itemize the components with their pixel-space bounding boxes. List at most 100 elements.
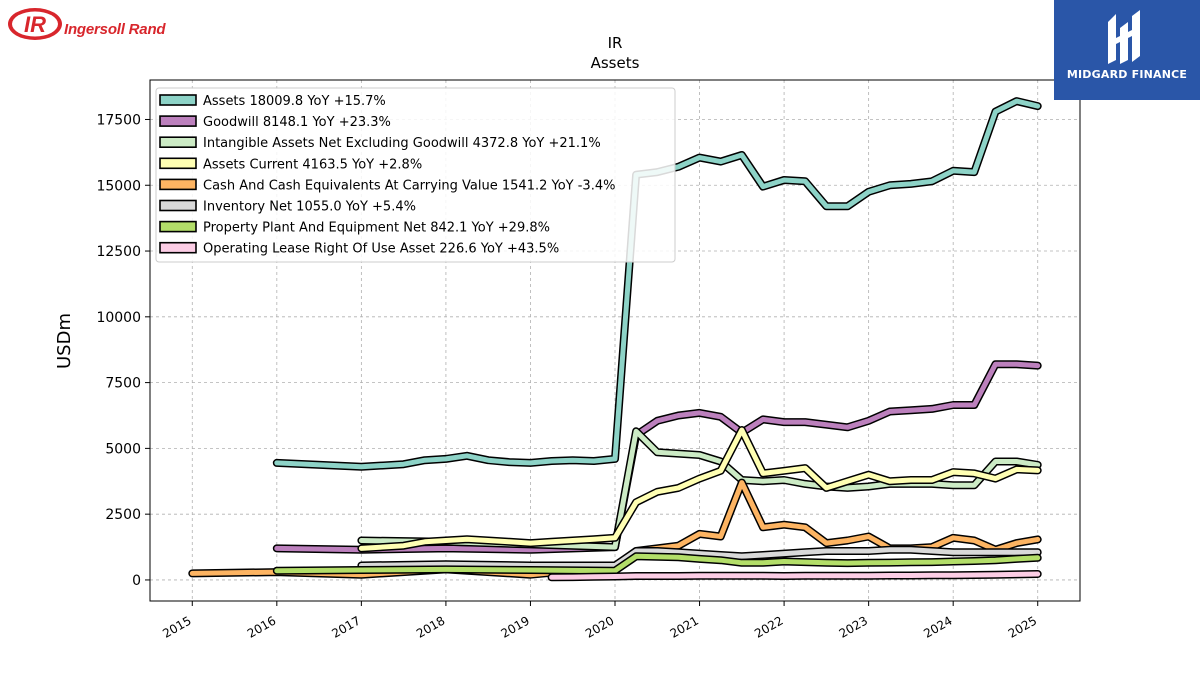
data-point-property-plant-and-equipment-net bbox=[868, 562, 870, 564]
data-point-inventory-net bbox=[868, 550, 870, 552]
data-point-cash-and-cash-equivalents-at-carrying-value bbox=[677, 545, 680, 547]
data-point-inventory-net bbox=[994, 551, 997, 553]
legend-swatch bbox=[159, 199, 197, 212]
data-point-inventory-net bbox=[1016, 551, 1018, 553]
data-point-cash-and-cash-equivalents-at-carrying-value bbox=[783, 524, 785, 526]
legend-label: Inventory Net 1055.0 YoY +5.4% bbox=[203, 200, 416, 215]
y-tick-label: 7500 bbox=[105, 376, 141, 392]
data-point-assets bbox=[1037, 105, 1039, 107]
data-point-operating-lease-right-of-use-asset bbox=[656, 575, 658, 577]
x-tick-label: 2018 bbox=[414, 613, 447, 640]
data-point-operating-lease-right-of-use-asset bbox=[868, 575, 870, 577]
data-point-operating-lease-right-of-use-asset bbox=[783, 575, 785, 577]
data-point-assets-current bbox=[910, 479, 912, 481]
data-point-cash-and-cash-equivalents-at-carrying-value bbox=[360, 574, 362, 576]
data-point-intangible-assets-net-excluding-goodwill bbox=[360, 539, 362, 542]
data-point-cash-and-cash-equivalents-at-carrying-value bbox=[1037, 538, 1039, 541]
data-point-goodwill bbox=[931, 408, 933, 410]
data-point-operating-lease-right-of-use-asset bbox=[910, 574, 912, 577]
data-point-assets-current bbox=[783, 470, 785, 472]
data-point-assets-current bbox=[931, 479, 933, 481]
data-point-inventory-net bbox=[846, 550, 849, 552]
data-point-inventory-net bbox=[762, 554, 764, 556]
data-point-assets-current bbox=[508, 541, 510, 543]
data-point-assets-current bbox=[403, 545, 405, 547]
data-point-assets-current bbox=[868, 474, 870, 476]
data-point-assets bbox=[508, 461, 510, 463]
y-tick-label: 2500 bbox=[105, 507, 141, 523]
data-point-property-plant-and-equipment-net bbox=[846, 562, 849, 564]
data-point-assets bbox=[762, 186, 764, 188]
y-tick-label: 12500 bbox=[96, 244, 141, 260]
data-point-goodwill bbox=[783, 421, 785, 423]
legend-swatch bbox=[159, 157, 197, 170]
data-point-assets bbox=[551, 460, 553, 462]
data-point-assets bbox=[698, 157, 701, 159]
data-point-assets bbox=[846, 205, 849, 207]
data-point-goodwill bbox=[656, 420, 658, 422]
legend-swatch bbox=[159, 241, 197, 254]
data-point-cash-and-cash-equivalents-at-carrying-value bbox=[191, 572, 193, 575]
x-tick-label: 2025 bbox=[1006, 613, 1039, 640]
data-point-property-plant-and-equipment-net bbox=[931, 561, 933, 563]
data-point-inventory-net bbox=[698, 553, 701, 555]
data-point-goodwill bbox=[698, 412, 701, 414]
data-point-intangible-assets-net-excluding-goodwill bbox=[846, 487, 849, 489]
data-point-goodwill bbox=[952, 404, 954, 406]
data-point-inventory-net bbox=[889, 549, 891, 551]
data-point-goodwill bbox=[720, 416, 722, 418]
data-point-goodwill bbox=[973, 404, 975, 406]
data-point-cash-and-cash-equivalents-at-carrying-value bbox=[846, 539, 849, 542]
data-point-assets-current bbox=[445, 539, 447, 542]
data-point-assets-current bbox=[635, 501, 637, 503]
data-point-assets bbox=[403, 463, 405, 465]
data-point-property-plant-and-equipment-net bbox=[677, 556, 680, 558]
data-point-goodwill bbox=[1037, 365, 1039, 367]
series-layer bbox=[188, 97, 1042, 582]
data-point-goodwill bbox=[846, 426, 849, 428]
data-point-operating-lease-right-of-use-asset bbox=[1016, 573, 1018, 576]
data-point-goodwill bbox=[762, 418, 764, 420]
data-point-inventory-net bbox=[529, 564, 532, 567]
data-point-intangible-assets-net-excluding-goodwill bbox=[1037, 464, 1039, 466]
x-tick-label: 2024 bbox=[921, 613, 954, 640]
data-point-cash-and-cash-equivalents-at-carrying-value bbox=[804, 526, 806, 528]
legend-swatch bbox=[159, 115, 197, 127]
data-point-property-plant-and-equipment-net bbox=[635, 555, 637, 557]
data-point-operating-lease-right-of-use-asset bbox=[952, 574, 954, 576]
data-point-assets bbox=[593, 460, 595, 462]
data-point-cash-and-cash-equivalents-at-carrying-value bbox=[698, 533, 701, 535]
data-point-operating-lease-right-of-use-asset bbox=[614, 575, 616, 578]
data-point-operating-lease-right-of-use-asset bbox=[804, 575, 806, 577]
data-point-cash-and-cash-equivalents-at-carrying-value bbox=[1016, 542, 1018, 544]
data-point-goodwill bbox=[529, 549, 532, 551]
y-tick-label: 17500 bbox=[96, 112, 141, 128]
data-point-inventory-net bbox=[360, 564, 362, 567]
data-point-assets bbox=[572, 459, 574, 461]
data-point-assets-current bbox=[825, 487, 828, 489]
data-point-intangible-assets-net-excluding-goodwill bbox=[973, 484, 975, 486]
y-axis-label: USDm bbox=[54, 313, 75, 369]
data-point-assets-current bbox=[698, 478, 701, 480]
data-point-property-plant-and-equipment-net bbox=[360, 569, 362, 571]
ir-monogram-icon: IR bbox=[8, 8, 62, 40]
data-point-cash-and-cash-equivalents-at-carrying-value bbox=[825, 542, 828, 544]
data-point-property-plant-and-equipment-net bbox=[762, 562, 764, 564]
legend-label: Intangible Assets Net Excluding Goodwill… bbox=[203, 136, 601, 151]
data-point-assets bbox=[424, 459, 426, 461]
data-point-cash-and-cash-equivalents-at-carrying-value bbox=[720, 535, 722, 538]
data-point-assets-current bbox=[973, 472, 975, 474]
series-line-inventory-net bbox=[358, 547, 1041, 568]
data-point-inventory-net bbox=[677, 551, 680, 553]
data-point-inventory-net bbox=[1037, 551, 1039, 553]
y-tick-label: 0 bbox=[132, 573, 141, 589]
x-tick-label: 2016 bbox=[245, 613, 278, 640]
legend-label: Cash And Cash Equivalents At Carrying Va… bbox=[203, 178, 615, 193]
data-point-cash-and-cash-equivalents-at-carrying-value bbox=[529, 574, 532, 576]
data-point-assets bbox=[360, 466, 362, 468]
data-point-property-plant-and-equipment-net bbox=[825, 562, 828, 564]
data-point-intangible-assets-net-excluding-goodwill bbox=[635, 430, 637, 432]
data-point-assets bbox=[529, 462, 532, 464]
data-point-operating-lease-right-of-use-asset bbox=[994, 574, 997, 576]
